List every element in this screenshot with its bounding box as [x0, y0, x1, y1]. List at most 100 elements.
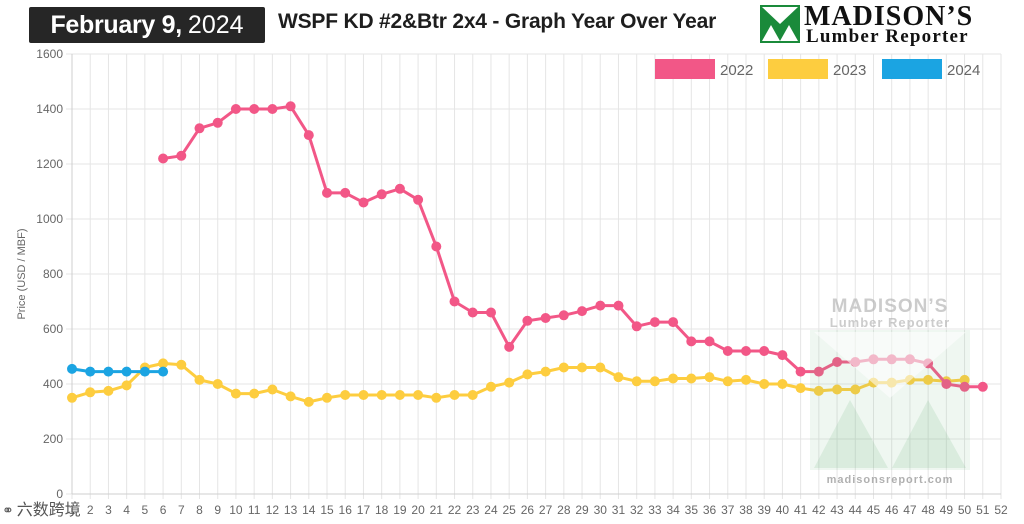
x-tick-label: 45: [867, 503, 881, 517]
corner-watermark-text: 六数跨境: [16, 500, 81, 519]
data-point-2023: [158, 358, 169, 369]
data-point-2023: [449, 390, 460, 400]
data-point-2023: [467, 390, 478, 400]
data-point-2022: [795, 366, 806, 377]
data-point-2023: [340, 390, 351, 400]
data-point-2023: [504, 377, 515, 388]
x-tick-label: 26: [521, 503, 535, 517]
data-point-2023: [923, 374, 934, 385]
data-point-2023: [577, 362, 587, 373]
data-point-2023: [522, 369, 533, 380]
x-tick-label: 21: [430, 503, 444, 517]
y-axis-title: Price (USD / MBF): [16, 228, 28, 319]
data-point-2023: [722, 376, 733, 387]
watermark-triangles-icon: [810, 330, 970, 470]
madisons-logo: MADISON’S Lumber Reporter: [760, 1, 1022, 47]
data-point-2022: [686, 336, 697, 347]
x-tick-label: 5: [142, 503, 149, 517]
y-tick-label: 400: [43, 377, 63, 391]
data-point-2022: [522, 315, 533, 326]
x-tick-label: 43: [830, 503, 844, 517]
chart-title: WSPF KD #2&Btr 2x4 - Graph Year Over Yea…: [278, 10, 717, 33]
x-tick-label: 19: [393, 503, 407, 517]
logo-line2: Lumber Reporter: [806, 26, 969, 47]
x-tick-label: 24: [484, 503, 498, 517]
y-tick-label: 1600: [36, 47, 63, 61]
logo-triangles-icon: [760, 5, 800, 43]
x-tick-label: 20: [411, 503, 425, 517]
date-label: February 9,: [50, 10, 182, 39]
x-tick-label: 2: [87, 503, 94, 517]
data-point-2024: [103, 366, 114, 377]
y-tick-label: 1000: [36, 212, 63, 226]
data-point-2023: [759, 379, 770, 389]
x-tick-label: 32: [630, 503, 644, 517]
wechat-icon: ⚭: [2, 503, 14, 519]
x-tick-label: 44: [849, 503, 863, 517]
corner-watermark: ⚭ 六数跨境: [2, 496, 81, 520]
x-tick-label: 11: [248, 503, 261, 517]
data-point-2023: [486, 381, 496, 392]
x-tick-label: 13: [284, 503, 298, 517]
x-tick-label: 17: [357, 503, 371, 517]
data-point-2023: [67, 392, 77, 403]
data-point-2022: [704, 336, 715, 347]
data-point-2022: [832, 357, 843, 367]
data-point-2023: [613, 372, 624, 383]
x-tick-label: 33: [648, 503, 662, 517]
data-point-2024: [158, 366, 169, 377]
watermark-line2: Lumber Reporter: [829, 315, 951, 330]
watermark: MADISON’S Lumber Reporter madisonsreport…: [810, 296, 970, 492]
data-point-2023: [668, 373, 679, 384]
data-point-2022: [467, 307, 478, 318]
x-tick-label: 38: [739, 503, 753, 517]
data-point-2022: [358, 197, 369, 208]
data-point-2023: [194, 374, 205, 385]
x-tick-label: 8: [196, 503, 203, 517]
x-tick-label: 12: [266, 503, 280, 517]
logo-line1: MADISON’S: [804, 1, 974, 32]
date-badge: February 9, 2024: [29, 7, 265, 43]
data-point-2023: [230, 388, 241, 399]
data-point-2023: [212, 379, 223, 389]
data-point-2022: [668, 317, 679, 328]
data-point-2022: [577, 306, 587, 317]
x-tick-label: 18: [375, 503, 389, 517]
data-point-2022: [212, 117, 223, 128]
x-tick-label: 50: [958, 503, 972, 517]
x-tick-label: 35: [685, 503, 699, 517]
data-point-2023: [267, 384, 278, 395]
data-point-2022: [722, 346, 733, 356]
data-point-2022: [249, 104, 260, 114]
data-point-2023: [103, 385, 114, 396]
data-point-2023: [322, 392, 332, 403]
data-point-2022: [394, 183, 405, 194]
data-point-2023: [741, 374, 751, 385]
x-tick-label: 48: [921, 503, 935, 517]
data-point-2024: [139, 366, 150, 377]
legend-label-2022: 2022: [720, 62, 753, 79]
data-point-2023: [686, 373, 697, 384]
legend-swatch-2024: [882, 59, 942, 79]
x-tick-label: 14: [302, 503, 316, 517]
data-point-2023: [358, 390, 369, 400]
data-point-2023: [959, 374, 970, 385]
x-tick-label: 31: [612, 503, 626, 517]
data-point-2023: [249, 388, 260, 399]
date-year: 2024: [187, 10, 244, 39]
data-point-2023: [540, 366, 551, 377]
data-point-2022: [595, 300, 606, 311]
data-point-2022: [322, 187, 332, 198]
data-point-2022: [340, 187, 351, 198]
x-tick-label: 15: [320, 503, 334, 517]
data-point-2022: [449, 296, 460, 307]
x-tick-label: 36: [703, 503, 717, 517]
data-point-2023: [813, 385, 824, 396]
data-point-2022: [194, 123, 205, 134]
x-tick-label: 41: [794, 503, 808, 517]
data-point-2022: [303, 130, 314, 141]
data-point-2023: [631, 376, 642, 387]
x-tick-label: 25: [502, 503, 516, 517]
x-tick-label: 6: [160, 503, 167, 517]
y-tick-label: 1200: [36, 157, 63, 171]
